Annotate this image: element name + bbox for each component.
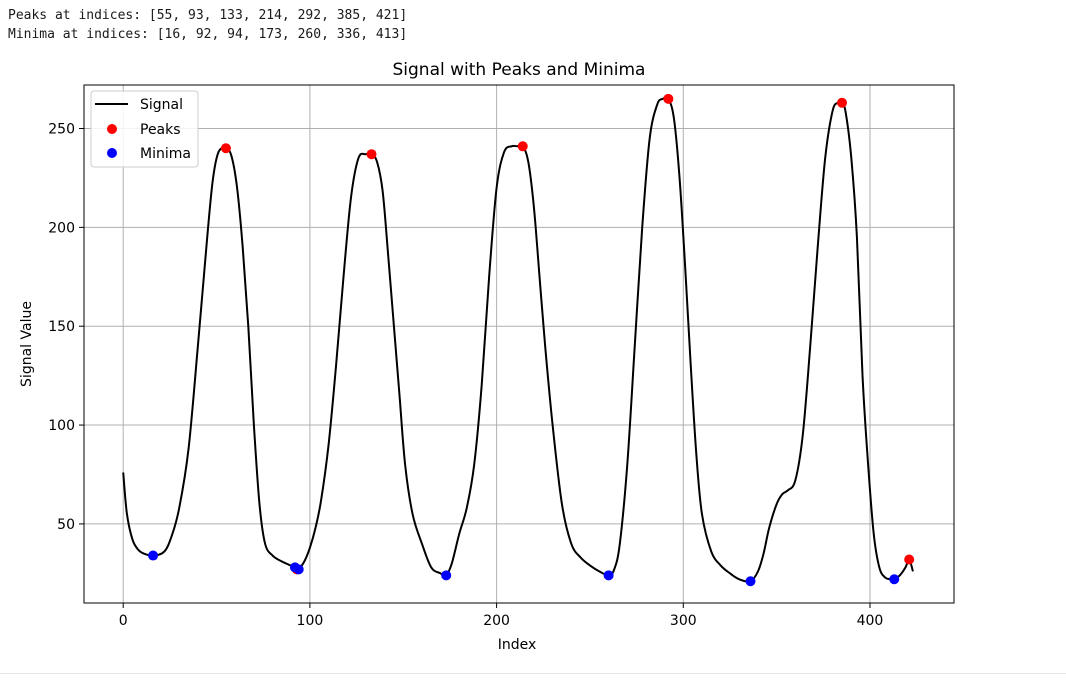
peaks-output-line: Peaks at indices: [55, 93, 133, 214, 292…	[8, 8, 408, 23]
legend-peaks-swatch	[107, 124, 117, 134]
x-tick-label: 0	[119, 613, 128, 629]
minimum-marker	[889, 574, 900, 585]
peak-marker	[836, 97, 847, 108]
peak-marker	[366, 149, 377, 160]
y-tick-label: 100	[48, 418, 75, 434]
peak-marker	[663, 93, 674, 104]
y-tick-label: 200	[48, 220, 75, 236]
peak-marker	[904, 554, 915, 565]
legend-box	[90, 90, 199, 168]
cell-divider	[0, 673, 1066, 674]
x-tick-label: 100	[297, 613, 324, 629]
x-tick-label: 400	[857, 613, 884, 629]
peak-marker	[517, 141, 528, 152]
minimum-marker	[603, 570, 614, 581]
minimum-marker	[293, 564, 304, 575]
markers-layer	[148, 93, 915, 587]
minimum-marker	[745, 576, 756, 587]
peak-marker	[220, 143, 231, 154]
minima-output-line: Minima at indices: [16, 92, 94, 173, 260…	[8, 27, 408, 42]
minimum-marker	[441, 570, 452, 581]
cell-output: Peaks at indices: [55, 93, 133, 214, 292…	[8, 6, 407, 44]
chart-title: Signal with Peaks and Minima	[393, 60, 646, 80]
legend-signal-label: Signal	[140, 97, 183, 113]
y-tick-label: 150	[48, 319, 75, 335]
legend: Signal Peaks Minima	[90, 90, 199, 168]
ticks: 0 100 200 300 400 50 100 150 200 250	[48, 121, 883, 629]
x-tick-label: 300	[670, 613, 697, 629]
legend-minima-label: Minima	[140, 146, 191, 162]
minimum-marker	[148, 550, 159, 561]
legend-peaks-label: Peaks	[140, 122, 181, 138]
y-tick-label: 50	[57, 517, 75, 533]
grid	[84, 85, 954, 603]
x-axis-label: Index	[498, 637, 537, 653]
plot-frame	[83, 84, 955, 604]
signal-line-layer	[122, 96, 914, 583]
x-tick-label: 200	[483, 613, 510, 629]
legend-minima-swatch	[107, 148, 117, 158]
y-axis-label: Signal Value	[19, 301, 35, 387]
signal-line	[122, 96, 914, 583]
y-tick-label: 250	[48, 121, 75, 137]
